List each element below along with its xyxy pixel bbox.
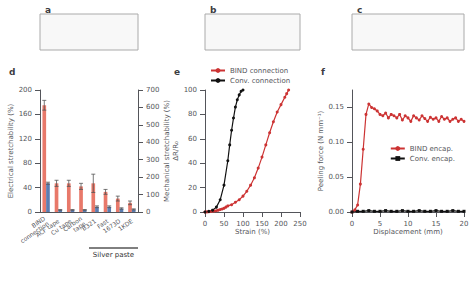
svg-text:100: 100 [146, 191, 159, 199]
svg-text:0.10: 0.10 [328, 138, 344, 146]
svg-text:f: f [321, 67, 325, 77]
svg-text:BIND: BIND [30, 214, 47, 229]
svg-text:b: b [210, 5, 217, 15]
svg-text:Electrical stretchability (%): Electrical stretchability (%) [7, 103, 15, 198]
svg-text:BIND encap.: BIND encap. [410, 145, 453, 153]
svg-text:0: 0 [193, 208, 197, 216]
svg-text:0: 0 [350, 220, 354, 228]
svg-text:Cu tape: Cu tape [49, 217, 73, 237]
svg-text:Conv. connection: Conv. connection [230, 77, 290, 85]
svg-text:80: 80 [188, 110, 197, 118]
svg-text:100: 100 [236, 220, 249, 228]
svg-text:10: 10 [404, 220, 413, 228]
svg-text:60: 60 [188, 135, 197, 143]
svg-text:a: a [45, 5, 51, 15]
svg-text:40: 40 [188, 159, 197, 167]
svg-text:connection: connection [18, 219, 50, 245]
svg-text:200: 200 [274, 220, 287, 228]
svg-text:Displacement (mm): Displacement (mm) [373, 228, 443, 236]
svg-text:200: 200 [19, 86, 32, 94]
svg-text:0.05: 0.05 [328, 173, 344, 181]
svg-text:ACF tape: ACF tape [34, 217, 61, 239]
svg-text:e: e [174, 67, 180, 77]
svg-text:160: 160 [19, 110, 32, 118]
svg-text:200: 200 [146, 173, 159, 181]
svg-text:1KDE: 1KDE [117, 217, 134, 232]
svg-text:40: 40 [23, 184, 32, 192]
svg-text:20: 20 [460, 220, 469, 228]
svg-text:1673D: 1673D [101, 217, 122, 235]
svg-text:150: 150 [255, 220, 268, 228]
svg-text:Peeling force (N mm⁻¹): Peeling force (N mm⁻¹) [317, 110, 325, 191]
svg-text:400: 400 [146, 138, 159, 146]
svg-text:Conv. encap.: Conv. encap. [410, 155, 455, 163]
svg-text:c: c [357, 5, 362, 15]
svg-text:80: 80 [23, 159, 32, 167]
svg-text:700: 700 [146, 86, 159, 94]
svg-text:0: 0 [203, 220, 207, 228]
svg-text:120: 120 [19, 135, 32, 143]
svg-text:B321: B321 [80, 217, 98, 232]
svg-text:0.00: 0.00 [328, 208, 344, 216]
svg-text:50: 50 [220, 220, 229, 228]
svg-text:tape: tape [71, 219, 87, 234]
svg-text:Fast: Fast [95, 217, 110, 230]
svg-text:500: 500 [146, 121, 159, 129]
svg-text:100: 100 [184, 86, 197, 94]
svg-text:Carbon: Carbon [61, 214, 84, 233]
svg-text:600: 600 [146, 103, 159, 111]
svg-text:5: 5 [378, 220, 382, 228]
svg-text:d: d [9, 67, 15, 77]
svg-text:300: 300 [146, 156, 159, 164]
svg-text:Strain (%): Strain (%) [235, 228, 270, 236]
svg-text:0.15: 0.15 [328, 103, 344, 111]
svg-text:Silver paste: Silver paste [93, 251, 134, 259]
svg-text:0: 0 [28, 208, 32, 216]
svg-text:ΔR/R₀: ΔR/R₀ [172, 141, 180, 161]
svg-text:0: 0 [146, 208, 150, 216]
svg-text:250: 250 [293, 220, 306, 228]
svg-text:BIND connection: BIND connection [230, 67, 288, 75]
svg-text:15: 15 [432, 220, 441, 228]
svg-text:20: 20 [188, 184, 197, 192]
svg-text:Mechanical stretchability (%): Mechanical stretchability (%) [163, 100, 171, 202]
